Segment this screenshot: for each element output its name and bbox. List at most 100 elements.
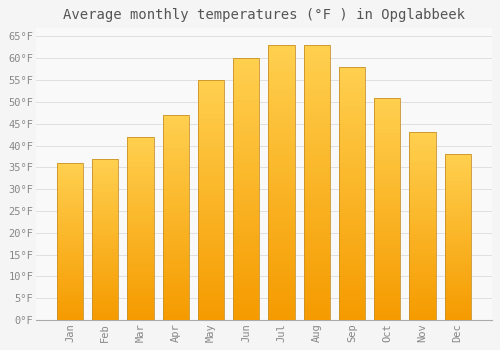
Bar [374, 120, 400, 124]
Bar [304, 111, 330, 117]
Bar [233, 58, 260, 63]
Bar [162, 168, 189, 173]
Bar [374, 187, 400, 191]
Bar [128, 276, 154, 280]
Bar [128, 316, 154, 320]
Bar [198, 186, 224, 190]
Bar [268, 183, 294, 188]
Bar [198, 262, 224, 267]
Bar [410, 136, 436, 140]
Bar [268, 73, 294, 78]
Bar [198, 152, 224, 157]
Bar [233, 315, 260, 320]
Bar [92, 220, 118, 223]
Bar [304, 161, 330, 166]
Bar [410, 147, 436, 151]
Bar [268, 276, 294, 282]
Bar [304, 73, 330, 78]
Bar [57, 264, 84, 267]
Bar [162, 312, 189, 316]
Bar [92, 226, 118, 230]
Bar [128, 298, 154, 302]
Bar [268, 144, 294, 150]
Bar [128, 291, 154, 294]
Bar [198, 291, 224, 296]
Bar [233, 168, 260, 174]
Bar [198, 210, 224, 215]
Bar [92, 159, 118, 320]
Bar [128, 225, 154, 229]
Bar [233, 262, 260, 268]
Bar [57, 286, 84, 289]
Bar [444, 244, 471, 247]
Bar [304, 216, 330, 221]
Bar [128, 210, 154, 214]
Bar [374, 133, 400, 138]
Bar [92, 252, 118, 256]
Bar [198, 238, 224, 243]
Bar [374, 147, 400, 151]
Bar [304, 188, 330, 194]
Bar [92, 285, 118, 288]
Bar [444, 317, 471, 320]
Bar [268, 45, 294, 51]
Bar [128, 159, 154, 162]
Bar [268, 117, 294, 122]
Bar [268, 282, 294, 287]
Bar [444, 164, 471, 168]
Bar [198, 171, 224, 176]
Bar [268, 62, 294, 67]
Bar [410, 313, 436, 316]
Bar [128, 217, 154, 221]
Bar [198, 190, 224, 195]
Bar [162, 144, 189, 148]
Bar [304, 45, 330, 320]
Bar [57, 197, 84, 201]
Bar [444, 204, 471, 207]
Bar [410, 132, 436, 320]
Bar [374, 160, 400, 164]
Bar [128, 166, 154, 170]
Bar [268, 248, 294, 254]
Bar [268, 177, 294, 183]
Bar [339, 219, 365, 224]
Bar [304, 94, 330, 100]
Bar [92, 288, 118, 291]
Bar [92, 178, 118, 181]
Bar [304, 293, 330, 298]
Bar [410, 219, 436, 223]
Bar [198, 99, 224, 104]
Bar [92, 159, 118, 162]
Bar [410, 238, 436, 241]
Bar [304, 155, 330, 161]
Bar [128, 137, 154, 140]
Bar [233, 215, 260, 220]
Bar [304, 194, 330, 199]
Bar [410, 305, 436, 309]
Bar [374, 204, 400, 209]
Bar [162, 259, 189, 263]
Bar [198, 181, 224, 186]
Bar [233, 142, 260, 147]
Bar [57, 267, 84, 270]
Bar [444, 247, 471, 251]
Bar [57, 176, 84, 179]
Bar [57, 163, 84, 320]
Bar [410, 189, 436, 192]
Bar [304, 45, 330, 320]
Bar [162, 275, 189, 279]
Bar [374, 209, 400, 213]
Bar [128, 287, 154, 291]
Bar [304, 117, 330, 122]
Bar [374, 138, 400, 142]
Bar [374, 311, 400, 316]
Bar [92, 278, 118, 281]
Bar [268, 227, 294, 232]
Bar [374, 115, 400, 120]
Bar [374, 178, 400, 182]
Bar [444, 227, 471, 231]
Bar [339, 274, 365, 280]
Bar [374, 293, 400, 298]
Bar [162, 263, 189, 267]
Bar [444, 161, 471, 164]
